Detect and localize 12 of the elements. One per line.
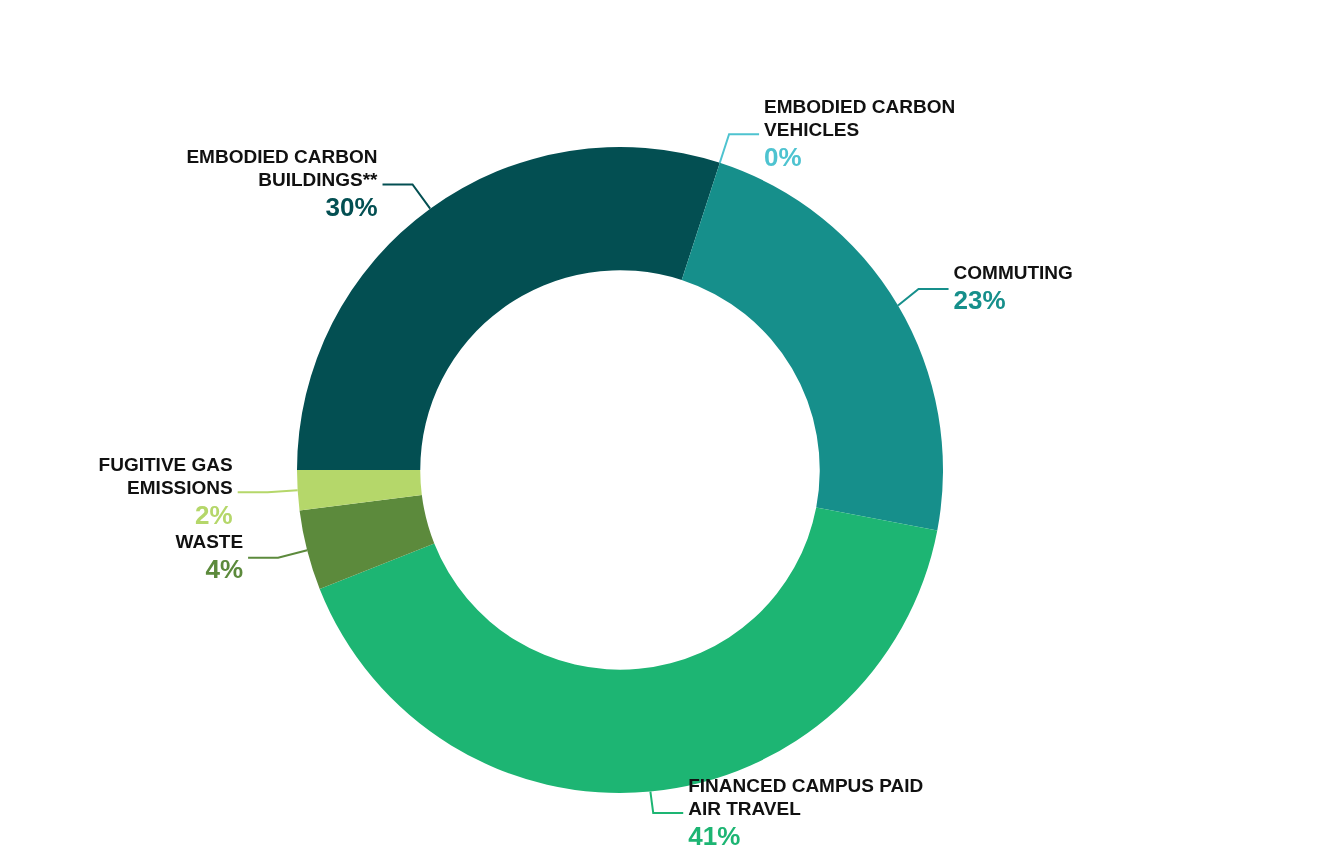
text: 0% bbox=[764, 142, 802, 173]
slice-label: EMBODIED CARBON BUILDINGS** bbox=[186, 146, 379, 191]
category-label: EMBODIED CARBON VEHICLES bbox=[764, 96, 956, 141]
data-label: 2% bbox=[195, 500, 233, 531]
slice-label: FINANCED CAMPUS PAID AIR TRAVEL bbox=[688, 775, 924, 819]
data-label: 41% bbox=[688, 821, 741, 850]
data-label: 30% bbox=[325, 192, 378, 223]
slice-label: COMMUTING bbox=[953, 262, 1073, 284]
data-label: 4% bbox=[205, 554, 244, 585]
data-label: 23% bbox=[953, 285, 1006, 316]
slice-label: FUGITIVE GAS EMISSIONS bbox=[98, 454, 233, 499]
slice-label: WASTE bbox=[175, 531, 244, 553]
